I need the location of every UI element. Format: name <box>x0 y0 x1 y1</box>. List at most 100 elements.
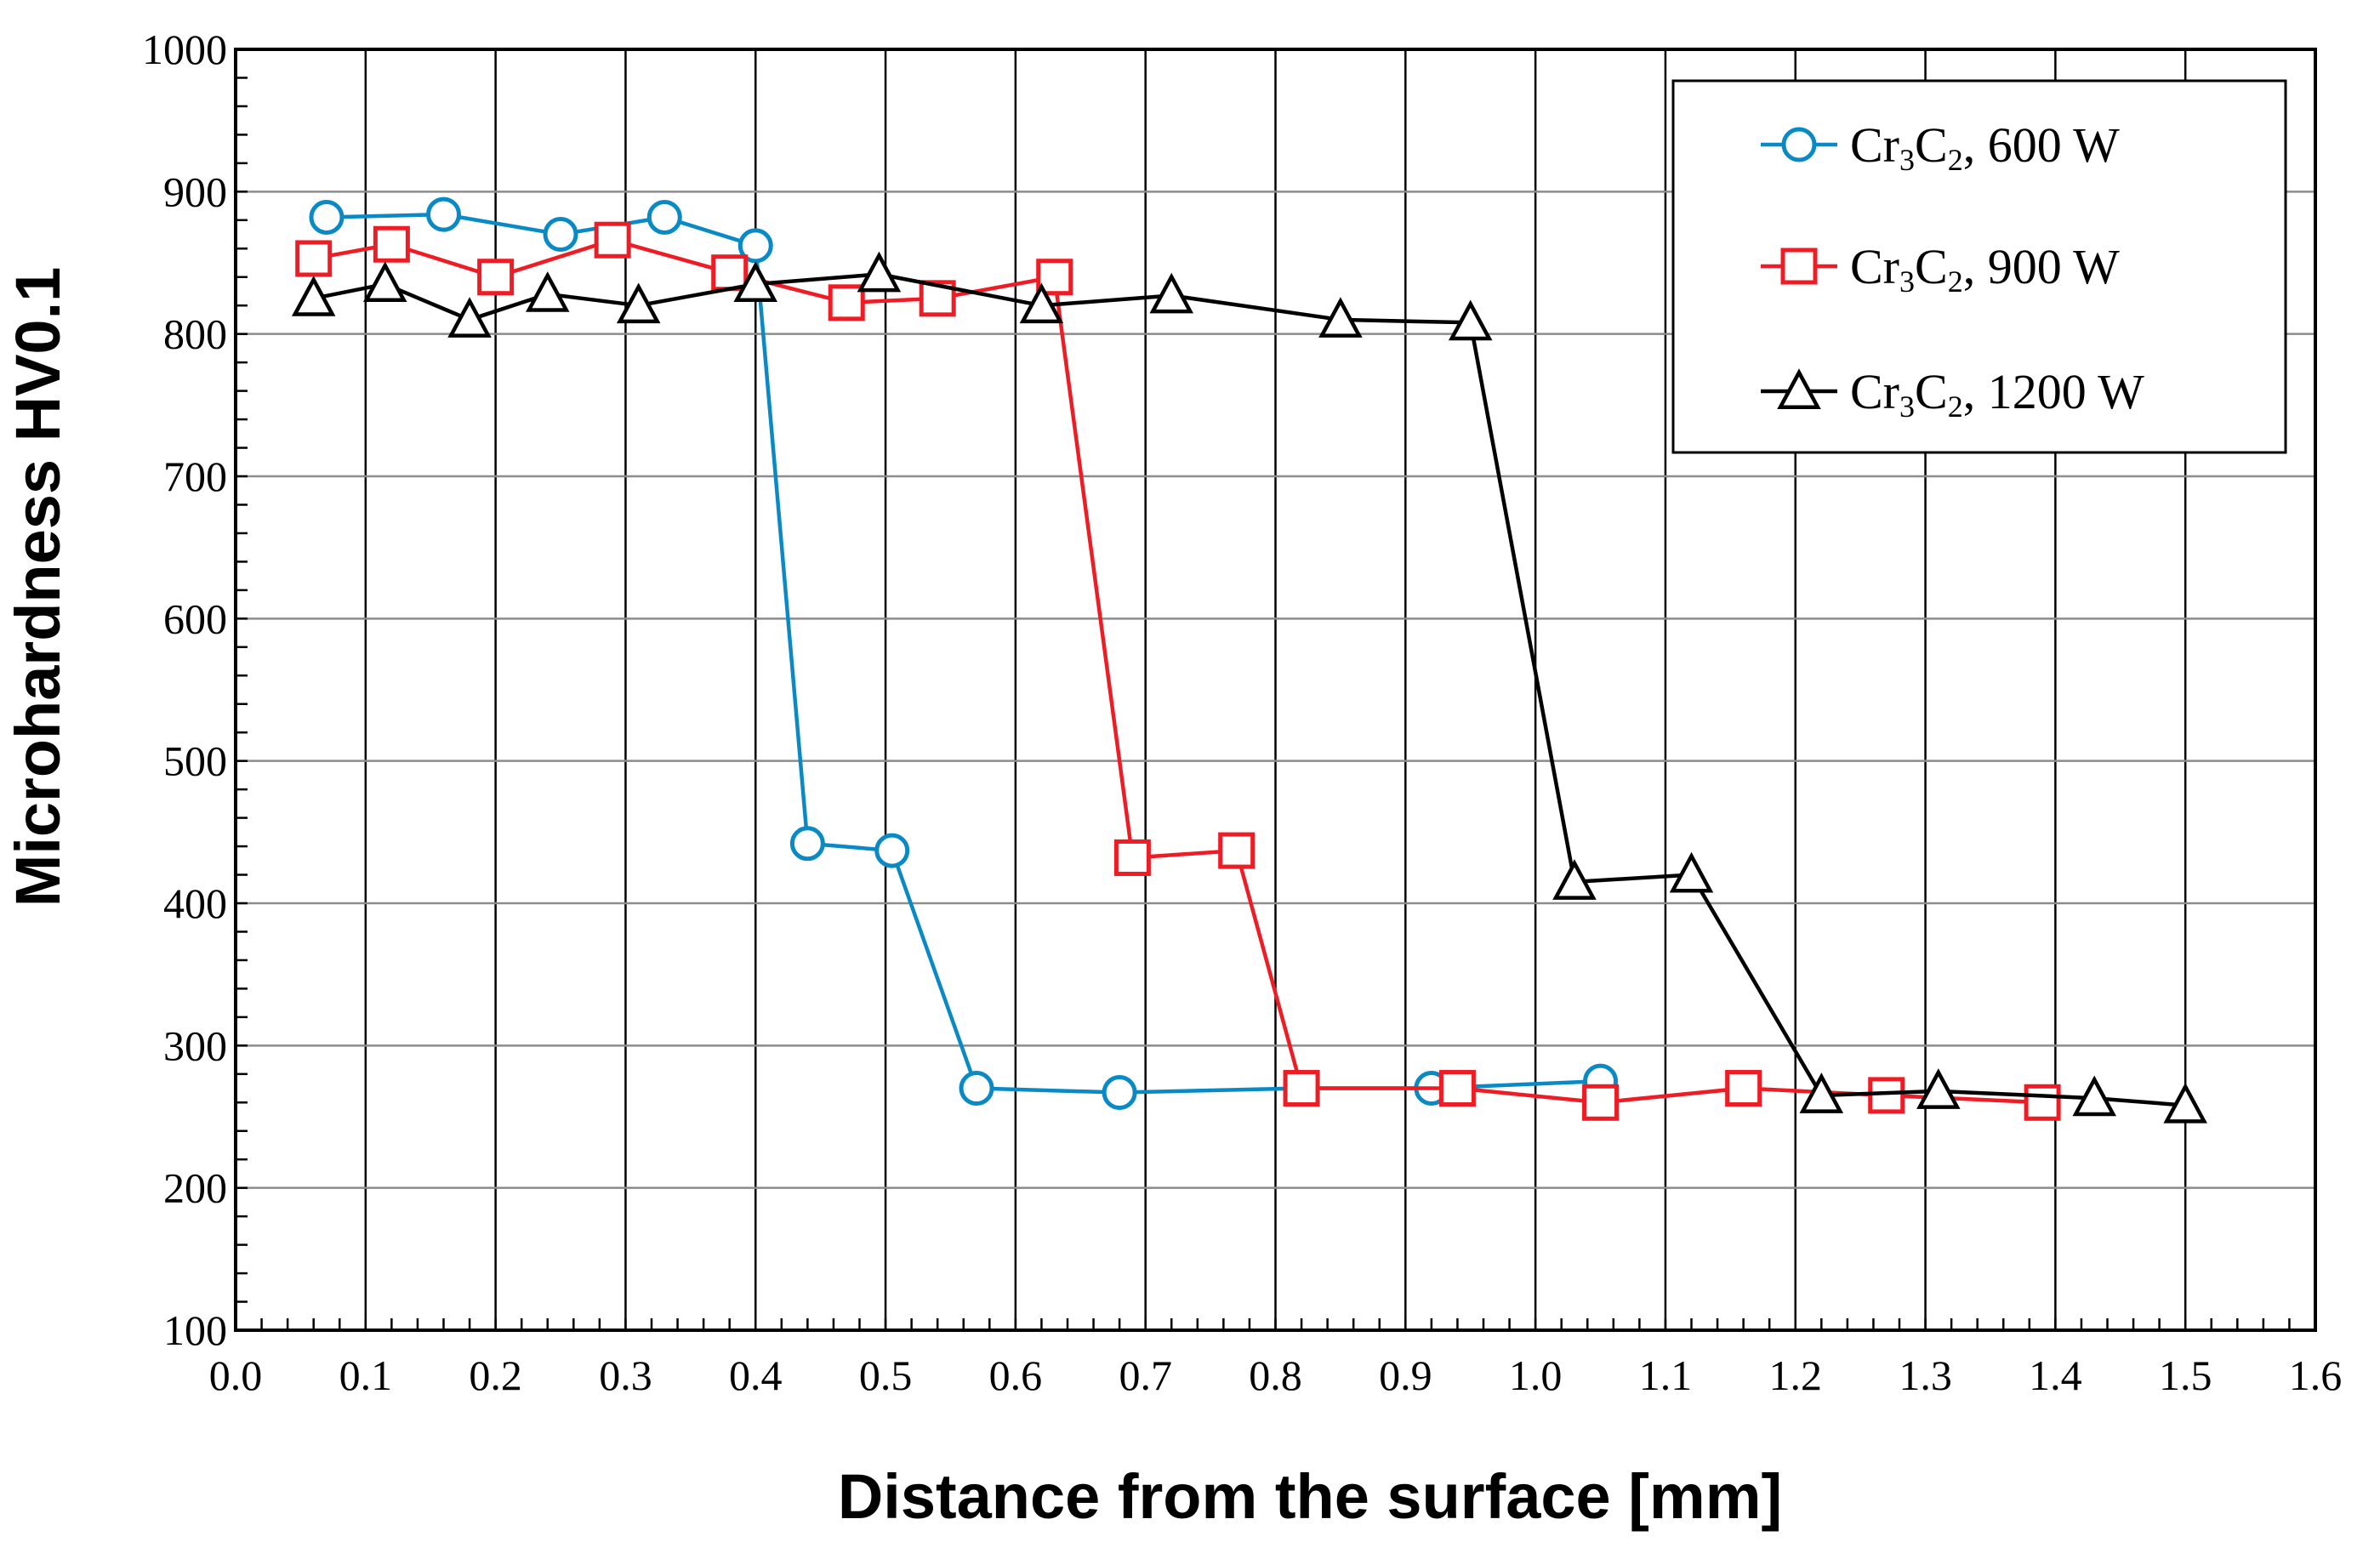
data-point-circle <box>309 199 344 235</box>
y-axis-title: Microhardness HV0.1 <box>3 267 73 908</box>
data-point-square <box>1283 1070 1320 1107</box>
legend-text-part: Cr <box>1850 364 1899 419</box>
legend-text-part: , 1200 W <box>1963 364 2144 419</box>
legend-text-part: C <box>1915 117 1948 173</box>
x-tick-label: 0.8 <box>1249 1351 1302 1399</box>
legend-entry: Cr3C2, 600 W <box>1761 117 2120 177</box>
legend-subscript: 2 <box>1948 143 1963 177</box>
legend-entry: Cr3C2, 900 W <box>1761 239 2120 299</box>
x-tick-label: 1.0 <box>1509 1351 1563 1399</box>
legend-subscript: 2 <box>1948 390 1963 424</box>
data-point-circle <box>874 833 910 868</box>
data-point-triangle <box>1669 851 1714 893</box>
data-series <box>291 196 2207 1124</box>
x-tick-label: 0.4 <box>729 1351 783 1399</box>
data-point-triangle <box>1149 272 1194 314</box>
legend-subscript: 2 <box>1948 265 1963 299</box>
data-point-square <box>1582 1084 1620 1121</box>
data-point-triangle <box>857 251 902 293</box>
legend-text-part: Cr <box>1850 239 1899 294</box>
data-point-triangle <box>1799 1073 1844 1113</box>
plot-frame <box>234 48 2317 1332</box>
y-tick-label: 200 <box>163 1164 227 1212</box>
legend-subscript: 3 <box>1899 390 1915 424</box>
data-point-triangle <box>362 261 407 303</box>
legend-text-part: , 900 W <box>1963 239 2120 294</box>
x-tick-label: 0.2 <box>469 1351 522 1399</box>
y-tick-label: 1000 <box>142 26 227 73</box>
data-point-triangle <box>1318 297 1363 338</box>
data-point-triangle <box>525 271 570 312</box>
data-point-square <box>477 259 515 296</box>
y-tick-label: 300 <box>163 1021 227 1069</box>
y-tick-label: 800 <box>163 310 227 358</box>
data-point-circle <box>426 196 461 232</box>
data-point-triangle <box>2072 1075 2116 1117</box>
x-tick-label: 0.5 <box>859 1351 913 1399</box>
x-tick-label: 1.4 <box>2029 1351 2082 1399</box>
y-tick-label: 700 <box>163 452 227 500</box>
data-point-square <box>1868 1077 1905 1114</box>
x-axis-title: Distance from the surface [mm] <box>838 1461 1782 1532</box>
x-tick-label: 1.2 <box>1769 1351 1823 1399</box>
data-point-circle <box>1781 127 1817 162</box>
x-tick-label: 0.9 <box>1379 1351 1432 1399</box>
x-tick-label: 0.3 <box>599 1351 652 1399</box>
y-tick-label: 500 <box>163 737 227 785</box>
legend-text-part: Cr <box>1850 117 1899 173</box>
x-tick-label: 1.1 <box>1639 1351 1693 1399</box>
x-tick-label: 1.3 <box>1899 1351 1952 1399</box>
legend-subscript: 3 <box>1899 143 1915 177</box>
y-tick-label: 100 <box>163 1306 227 1354</box>
legend-text-part: C <box>1915 364 1948 419</box>
x-tick-label: 1.6 <box>2289 1351 2343 1399</box>
minor-ticks <box>234 48 2317 1332</box>
legend-text-part: C <box>1915 239 1948 294</box>
data-point-square <box>1218 832 1255 869</box>
data-point-circle <box>646 199 682 235</box>
data-point-square <box>373 225 410 263</box>
x-tick-label: 0.6 <box>989 1351 1043 1399</box>
y-tick-label: 400 <box>163 879 227 927</box>
y-tick-label: 600 <box>163 595 227 642</box>
series-line <box>313 237 2043 1105</box>
data-point-circle <box>959 1071 994 1107</box>
x-tick-label: 0.1 <box>339 1351 393 1399</box>
legend-text-part: , 600 W <box>1963 117 2120 173</box>
data-point-square <box>1780 248 1818 285</box>
data-point-square <box>1725 1070 1762 1107</box>
data-point-circle <box>543 217 578 253</box>
data-point-triangle <box>1916 1068 1961 1109</box>
legend-entry: Cr3C2, 1200 W <box>1761 364 2144 424</box>
series-triangle <box>291 251 2207 1124</box>
data-point-triangle <box>447 297 492 338</box>
legend-subscript: 3 <box>1899 265 1915 299</box>
legend-label: Cr3C2, 900 W <box>1850 239 2120 299</box>
data-point-circle <box>1102 1075 1137 1111</box>
legend-label: Cr3C2, 600 W <box>1850 117 2120 177</box>
data-point-square <box>295 240 333 277</box>
data-point-triangle <box>1777 368 1821 409</box>
data-point-triangle <box>1552 859 1597 900</box>
grid <box>236 49 2315 1330</box>
data-point-square <box>1113 839 1151 876</box>
data-point-triangle <box>1448 299 1493 341</box>
tick-labels: 0.0 0.1 0.2 0.3 0.4 0.5 0.6 0.7 0.8 0.9 1.0 1.1 1.2 1… <box>142 26 2342 1399</box>
legend-label: Cr3C2, 1200 W <box>1850 364 2144 424</box>
x-tick-label: 1.5 <box>2159 1351 2212 1399</box>
data-point-square <box>594 221 631 259</box>
data-point-square <box>711 254 749 292</box>
data-point-triangle <box>2163 1082 2207 1124</box>
data-point-triangle <box>291 276 336 316</box>
data-point-square <box>2024 1084 2061 1121</box>
data-point-triangle <box>1019 282 1064 324</box>
data-point-triangle <box>616 282 661 324</box>
data-point-square <box>1438 1070 1476 1107</box>
data-point-triangle <box>733 261 778 303</box>
data-point-circle <box>789 826 825 862</box>
x-tick-label: 0.7 <box>1119 1351 1172 1399</box>
y-tick-label: 900 <box>163 168 227 215</box>
data-point-circle <box>737 228 773 264</box>
